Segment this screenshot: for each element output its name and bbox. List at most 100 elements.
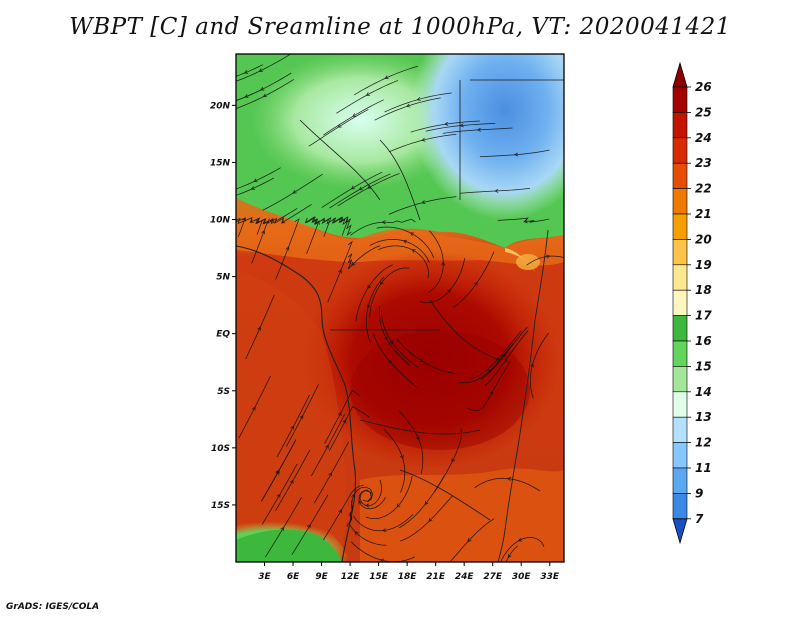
- streamline-arrow: [501, 353, 506, 358]
- streamline-arrow: [350, 185, 355, 190]
- lon-label: 9E: [315, 572, 328, 582]
- streamline-arrow: [358, 500, 363, 505]
- streamline-arrow: [351, 493, 355, 498]
- colorbar-swatch: [672, 86, 688, 113]
- streamline-arrow: [251, 406, 256, 411]
- colorbar-label: 16: [695, 334, 712, 348]
- colorbar-label: 24: [695, 131, 712, 145]
- colorbar-swatch: [672, 162, 688, 189]
- streamline-arrow: [530, 363, 535, 368]
- streamline-arrow: [257, 326, 261, 331]
- streamline-arrow: [546, 254, 551, 259]
- lat-label: 5N: [216, 273, 230, 283]
- streamline: [236, 177, 275, 196]
- streamline-arrow: [338, 509, 342, 514]
- streamline: [526, 255, 564, 266]
- colorbar-label: 11: [695, 461, 712, 475]
- lat-label: EQ: [216, 330, 230, 340]
- streamline-arrow: [339, 216, 344, 221]
- streamline-arrow: [321, 217, 326, 223]
- streamline-arrow: [275, 470, 280, 475]
- colorbar-swatch: [672, 391, 688, 418]
- streamline-arrow: [419, 358, 424, 363]
- colorbar-label: 14: [695, 385, 712, 399]
- streamline-arrow: [416, 97, 421, 101]
- streamline-arrow: [476, 127, 481, 132]
- streamline-arrow: [489, 390, 494, 396]
- streamline-arrow: [354, 531, 359, 536]
- streamline-arrow: [507, 554, 512, 559]
- streamline-arrow: [473, 281, 478, 286]
- colorbar-swatch: [672, 366, 688, 393]
- chart-title: WBPT [C] and Sreamline at 1000hPa, VT: 2…: [69, 14, 731, 40]
- streamline-arrow: [261, 230, 266, 235]
- colorbar-swatch: [672, 188, 688, 215]
- map-frame: [235, 53, 565, 563]
- streamline-arrow: [365, 92, 370, 96]
- colorbar-swatch: [672, 416, 688, 443]
- colorbar-bottom-arrow: [672, 518, 688, 545]
- streamline-arrow: [411, 249, 416, 253]
- streamline-arrow: [345, 218, 350, 223]
- streamline-arrow: [351, 261, 356, 266]
- streamline-arrow: [389, 340, 394, 345]
- colorbar-swatch: [672, 493, 688, 520]
- colorbar-label: 26: [695, 80, 712, 94]
- streamline-arrow: [467, 538, 472, 543]
- streamline-arrow: [258, 68, 263, 72]
- colorbar-swatch: [672, 137, 688, 164]
- streamline-arrow: [285, 246, 290, 251]
- streamline-arrow: [402, 239, 408, 244]
- streamline-arrow: [381, 220, 386, 225]
- streamline-arrow: [352, 113, 357, 117]
- lon-label: 21E: [426, 572, 446, 582]
- streamline-arrow: [399, 454, 404, 460]
- streamline-arrow: [379, 280, 384, 286]
- streamline-arrow: [451, 458, 456, 463]
- streamline-arrow: [292, 189, 297, 194]
- streamline-arrow: [244, 94, 249, 98]
- colorbar-label: 18: [695, 283, 712, 297]
- map-field: [236, 54, 564, 562]
- streamline-arrow: [367, 185, 372, 189]
- colorbar-label: 7: [695, 512, 704, 526]
- colorbar-label: 21: [695, 207, 712, 221]
- streamline-arrow: [270, 218, 274, 223]
- streamline-arrow: [428, 518, 433, 523]
- streamline-arrow: [342, 419, 347, 424]
- colorbar-label: 23: [695, 156, 712, 170]
- streamline: [236, 167, 281, 190]
- lon-label: 30E: [512, 572, 532, 582]
- colorbar-swatch: [672, 289, 688, 316]
- streamline-arrow: [421, 200, 426, 205]
- colorbar-swatch: [672, 213, 688, 240]
- colorbar-swatch: [672, 112, 688, 139]
- streamline-arrow: [409, 232, 415, 237]
- streamline-arrow: [517, 537, 523, 542]
- streamline-arrow: [337, 411, 342, 416]
- streamline-arrow: [514, 152, 519, 157]
- streamline-arrow: [446, 289, 451, 294]
- streamline-arrow: [290, 425, 295, 430]
- streamline-arrow: [382, 528, 387, 533]
- streamline-arrow: [506, 476, 512, 481]
- lon-label: 3E: [258, 572, 271, 582]
- streamline-arrow: [494, 188, 499, 193]
- colorbar-swatch: [672, 340, 688, 367]
- streamline-arrow: [444, 121, 449, 126]
- colorbar-label: 25: [695, 105, 712, 119]
- longitude-axis: 3E 6E 9E 12E 15E 18E 21E 24E 27E 30E 33E: [258, 562, 560, 582]
- streamline-arrow: [388, 359, 392, 364]
- colorbar-swatch: [672, 264, 688, 291]
- streamline-arrow: [280, 526, 285, 531]
- lat-label: 15N: [210, 158, 231, 168]
- streamline-arrow: [306, 524, 311, 529]
- lat-label: 10S: [211, 444, 230, 454]
- colorbar-label: 9: [695, 486, 703, 500]
- streamline-arrow: [262, 93, 267, 98]
- streamline-arrow: [250, 186, 256, 190]
- credit-label: GrADS: IGES/COLA: [6, 602, 100, 612]
- colorbar-swatch: [672, 442, 688, 469]
- lon-label: 18E: [398, 572, 418, 582]
- streamline-arrow: [338, 269, 342, 274]
